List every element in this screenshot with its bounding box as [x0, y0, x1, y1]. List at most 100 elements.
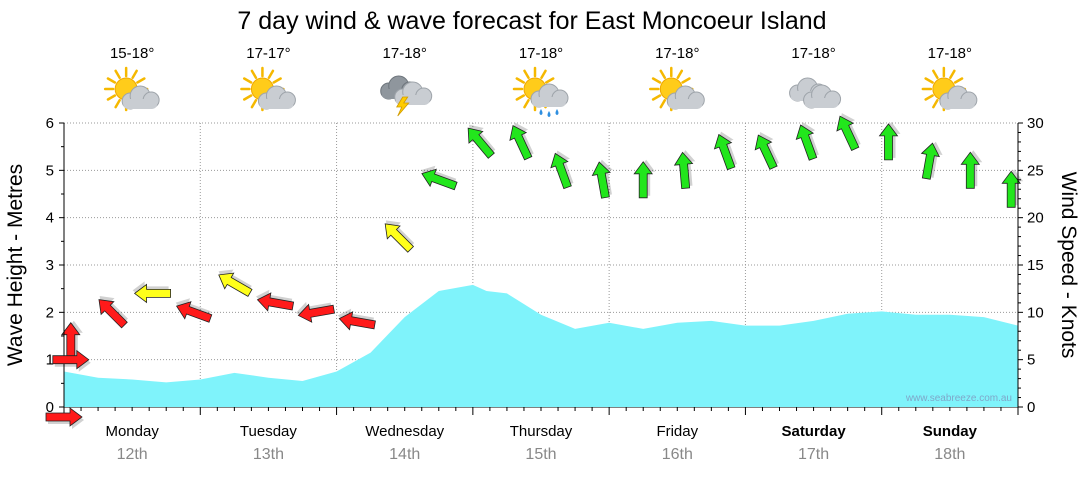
sun-ray	[136, 77, 146, 84]
cloud-base	[804, 98, 839, 108]
arrow-body	[754, 134, 778, 170]
cloud-base	[259, 99, 294, 109]
sun-ray	[131, 69, 138, 79]
arrow-body	[878, 123, 899, 161]
day-temperature: 17-18°	[383, 45, 427, 62]
arrow-body	[836, 115, 860, 152]
arrow-body	[713, 133, 736, 171]
left-tick-label: 5	[46, 162, 54, 179]
sun-ray	[250, 69, 258, 79]
wind-arrow	[795, 122, 819, 161]
wave-height-area	[64, 284, 1018, 407]
cloud-shape	[257, 85, 296, 110]
left-tick-label: 0	[46, 399, 54, 416]
wind-arrow	[295, 301, 335, 323]
arrow-body	[920, 142, 941, 180]
sun-ray	[523, 99, 530, 109]
wind-arrow	[920, 141, 943, 180]
left-tick-label: 1	[46, 352, 54, 369]
arrow-body	[45, 407, 83, 427]
right-tick-label: 0	[1027, 399, 1035, 416]
chart-title: 7 day wind & wave forecast for East Monc…	[237, 7, 826, 35]
partly-cloudy-icon	[240, 66, 296, 112]
partly-cloudy-icon	[649, 66, 705, 112]
arrow-body	[61, 322, 81, 360]
arrow-body	[218, 272, 253, 297]
wind-arrow	[175, 298, 213, 323]
day-forecast-header: 15-18° 17-17° 17-18° 17-18° 17-18° 17-18° 17-1…	[103, 45, 978, 117]
sun-ray	[676, 69, 684, 79]
wind-arrow	[673, 150, 696, 190]
day-date-label: 17th	[798, 446, 829, 463]
arrow-body	[509, 124, 533, 161]
day-name-label: Thursday	[510, 423, 573, 440]
arrow-body	[550, 152, 572, 190]
sun-showers-icon	[512, 66, 569, 117]
left-axis-ticks: 0 1 2 3 4 5 6	[46, 115, 1019, 416]
left-tick-label: 4	[46, 210, 54, 227]
wind-arrow	[467, 124, 496, 159]
arrow-body	[467, 127, 495, 159]
arrow-body	[795, 124, 818, 161]
arrow-body	[98, 299, 128, 329]
cloudy-icon	[789, 77, 842, 109]
wind-arrow	[61, 320, 83, 360]
sun-ray	[924, 77, 934, 84]
cloud-base	[532, 97, 566, 107]
cloud-base	[940, 99, 975, 109]
x-axis-labels: Monday 12th Tuesday 13th Wednesday 14th Thursd…	[105, 423, 977, 463]
sun-ray	[250, 99, 258, 109]
wind-arrow	[256, 289, 295, 312]
cloud-shape	[666, 85, 705, 110]
sun-ray	[242, 94, 253, 101]
wind-arrow	[754, 132, 780, 170]
arrow-body	[297, 303, 335, 323]
arrow-body	[338, 311, 376, 331]
left-tick-label: 3	[46, 257, 54, 274]
right-tick-label: 15	[1027, 257, 1044, 274]
wind-arrow	[509, 122, 534, 161]
wind-arrow	[98, 296, 128, 329]
day-name-label: Wednesday	[365, 423, 444, 440]
sun-ray	[515, 94, 525, 101]
wind-arrow	[550, 150, 574, 190]
day-temperature: 15-18°	[110, 45, 154, 62]
day-date-label: 12th	[117, 446, 148, 463]
cloud-shape	[803, 84, 842, 109]
day-name-label: Friday	[656, 423, 698, 440]
right-tick-label: 5	[1027, 352, 1035, 369]
day-date-label: 13th	[253, 446, 284, 463]
wind-arrow	[836, 113, 861, 152]
sun-ray	[932, 99, 939, 109]
right-axis-title: Wind Speed - Knots	[1057, 172, 1080, 359]
wind-arrow	[633, 159, 656, 199]
sun-ray	[267, 69, 275, 79]
right-tick-label: 10	[1027, 304, 1044, 321]
day-name-label: Monday	[105, 423, 159, 440]
arrow-body	[175, 301, 213, 323]
sun-ray	[540, 69, 547, 79]
wind-arrow	[960, 150, 983, 189]
wind-arrow-start	[52, 349, 91, 372]
rain-drop	[539, 109, 543, 115]
arrow-body	[633, 161, 654, 199]
right-tick-label: 20	[1027, 210, 1044, 227]
day-date-label: 16th	[662, 446, 693, 463]
wind-arrow	[218, 269, 253, 297]
day-temperature: 17-18°	[655, 45, 699, 62]
day-temperature: 17-18°	[519, 45, 563, 62]
watermark: www.seabreeze.com.au	[905, 393, 1012, 404]
sun-ray	[651, 77, 662, 84]
right-tick-label: 30	[1027, 115, 1044, 132]
wind-arrow	[421, 165, 458, 191]
right-tick-label: 25	[1027, 162, 1044, 179]
lightning-bolt	[396, 96, 410, 117]
wind-arrow	[337, 308, 376, 331]
sun-ray	[106, 77, 117, 84]
sun-ray	[523, 69, 530, 79]
origin-wind-arrow	[45, 349, 91, 429]
arrow-body	[960, 151, 981, 189]
partly-cloudy-icon	[921, 66, 978, 112]
cloud-shape	[530, 83, 569, 108]
